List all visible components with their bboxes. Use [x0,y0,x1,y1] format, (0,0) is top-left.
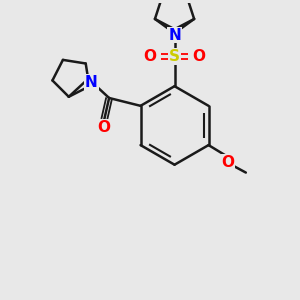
Text: O: O [222,155,235,170]
Text: N: N [168,28,181,43]
Text: O: O [98,120,111,135]
Text: O: O [193,49,206,64]
Text: S: S [169,49,180,64]
Text: O: O [143,49,157,64]
Text: N: N [85,75,98,90]
